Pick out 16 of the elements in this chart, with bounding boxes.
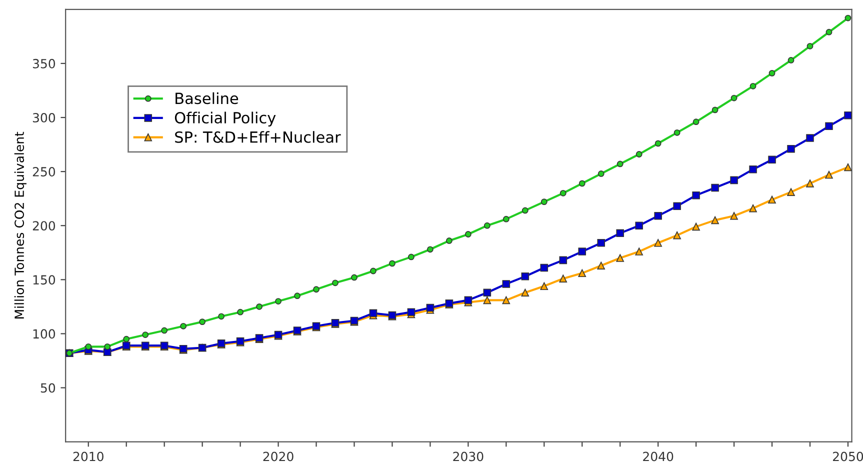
legend-label: SP: T&D+Eff+Nuclear <box>175 131 341 143</box>
x-tick-label: 2010 <box>73 452 104 462</box>
y-tick-label: 350 <box>32 58 56 68</box>
y-tick-label: 200 <box>32 221 56 231</box>
x-tick-label: 2050 <box>832 452 863 462</box>
x-tick-label: 2040 <box>643 452 674 462</box>
y-axis-title: Million Tonnes CO2 Equivalent <box>14 132 26 318</box>
y-tick-label: 300 <box>32 112 56 122</box>
y-tick-label: 150 <box>33 275 56 285</box>
y-tick-label: 250 <box>32 167 56 176</box>
y-tick-label: 50 <box>40 383 56 393</box>
y-tick-label: 100 <box>33 329 56 339</box>
x-tick-label: 2020 <box>263 452 294 462</box>
legend-label: Baseline <box>176 92 238 104</box>
x-tick-label: 2030 <box>453 452 484 462</box>
legend-label: Official Policy <box>174 112 276 126</box>
